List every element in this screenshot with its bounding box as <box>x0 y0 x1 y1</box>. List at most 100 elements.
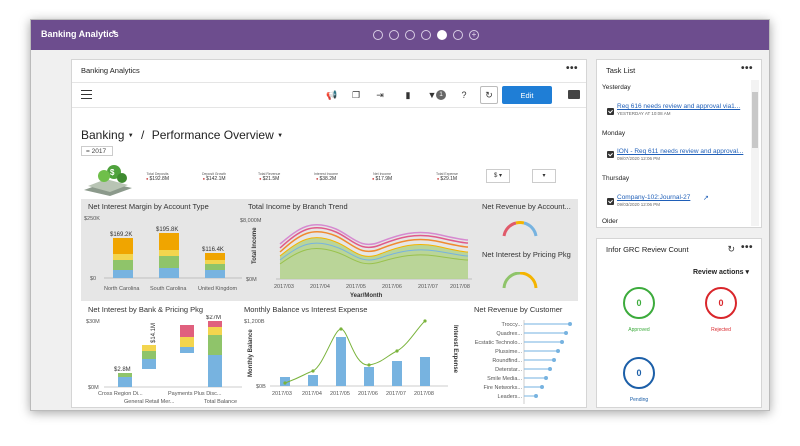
more-menu-icon[interactable]: ••• <box>740 63 753 74</box>
monthly-x-4: 2017/06 <box>358 391 378 397</box>
nim-cat-3: United Kingdom <box>198 286 238 292</box>
approved-label: Approved <box>628 327 650 333</box>
currency-dropdown[interactable]: $ ▾ <box>486 169 510 183</box>
page-indicator: + <box>373 30 479 40</box>
ni-bank-chart[interactable]: $30M $0M $2.8M $14.1M $27M Cross Region … <box>84 315 244 407</box>
svg-text:Troccy...: Troccy... <box>502 322 523 328</box>
kpi-deposit-growth[interactable]: Deposit Growth$142.1M <box>202 172 226 182</box>
ni-bank-cat-2: Payments Plus Disc... <box>168 391 222 397</box>
chevron-down-icon[interactable]: ▼ <box>111 30 117 36</box>
panel-title: Banking Analytics <box>81 66 140 75</box>
income-x-6: 2017/08 <box>450 284 470 290</box>
grc-title: Infor GRC Review Count <box>606 245 689 254</box>
nim-y-bottom: $0 <box>90 276 96 282</box>
pending-label: Pending <box>629 397 649 403</box>
kpi-total-revenue[interactable]: Total Revenue$21.5M <box>258 172 280 182</box>
svg-text:Leaders...: Leaders... <box>498 394 523 400</box>
netrev-acct-gauge[interactable] <box>500 220 540 240</box>
page-dot-4[interactable] <box>421 30 431 40</box>
income-chart[interactable]: $8,000M $0M Total Income 2017/03 2017/04… <box>240 212 472 300</box>
nim-bar-north-carolina <box>113 238 133 278</box>
breadcrumb: Banking ▼ / Performance Overview ▼ <box>81 128 283 142</box>
task-check-icon <box>607 151 614 158</box>
task-list-panel: Task List ••• Yesterday Req 616 needs re… <box>596 59 762 228</box>
ni-pricing-gauge[interactable] <box>500 272 540 292</box>
app-window: Banking Analytics ▼ + Banking Analytics … <box>30 19 770 411</box>
svg-text:Ecstatic Technolo...: Ecstatic Technolo... <box>475 340 523 346</box>
income-ylabel: Total Income <box>252 227 258 264</box>
monthly-y-top: $1,200B <box>244 319 265 325</box>
rejected-count[interactable]: 0 <box>705 287 737 319</box>
ni-bank-label-2: $14.1M <box>151 323 157 343</box>
kpi-total-deposits[interactable]: Total Deposits$192.8M <box>146 172 170 182</box>
folder-icon[interactable] <box>568 90 580 99</box>
hamburger-menu-icon[interactable] <box>81 90 92 99</box>
task-list-scrollbar[interactable] <box>751 80 759 226</box>
income-y-top: $8,000M <box>240 218 262 224</box>
nim-bar-south-carolina <box>159 233 179 278</box>
breadcrumb-root[interactable]: Banking <box>81 128 125 142</box>
income-x-1: 2017/03 <box>274 284 294 290</box>
external-link-icon[interactable]: ↗ <box>703 195 709 202</box>
nim-cat-1: North Carolina <box>104 286 140 292</box>
monthly-chart[interactable]: $1,200B $0B Monthly Balance Interest Exp… <box>242 315 472 407</box>
monthly-ylabel: Monthly Balance <box>248 329 254 377</box>
task-check-icon <box>607 198 614 205</box>
chevron-down-icon[interactable]: ▼ <box>277 132 284 139</box>
year-filter-chip[interactable]: = 2017 <box>81 146 113 156</box>
task-group-thursday: Thursday <box>602 175 630 182</box>
task-group-older: Older <box>602 218 618 225</box>
top-bar: Banking Analytics ▼ + <box>31 20 769 50</box>
income-chart-title: Total Income by Branch Trend <box>248 202 348 211</box>
monthly-x-1: 2017/03 <box>272 391 292 397</box>
kpi-interest-income[interactable]: Interest Income$38.2M <box>314 172 338 182</box>
page-dot-5-active[interactable] <box>437 30 447 40</box>
page-dot-6[interactable] <box>453 30 463 40</box>
task-item[interactable]: ION - Req 611 needs review and approval.… <box>617 148 744 161</box>
task-item[interactable]: Company-102:Journal-27 09/03/2020 12:06 … <box>617 194 691 207</box>
task-group-monday: Monday <box>602 130 626 137</box>
approved-count[interactable]: 0 <box>623 287 655 319</box>
ni-bank-cat-1: Cross Region Di... <box>98 391 143 397</box>
ni-bank-cat-4: Total Balance <box>204 399 237 405</box>
chevron-down-icon[interactable]: ▼ <box>127 132 134 139</box>
edit-button[interactable]: Edit <box>502 86 552 104</box>
svg-text:Deterstar...: Deterstar... <box>495 367 522 373</box>
review-actions-dropdown[interactable]: Review actions ▾ <box>692 269 749 276</box>
announce-icon[interactable]: 📢 <box>326 90 338 100</box>
more-menu-icon[interactable]: ••• <box>565 63 578 74</box>
task-item[interactable]: Req 616 needs review and approval via1..… <box>617 103 741 116</box>
copy-icon[interactable]: ❐ <box>351 90 361 100</box>
pending-count[interactable]: 0 <box>623 357 655 389</box>
page-dot-1[interactable] <box>373 30 383 40</box>
ni-bank-cat-3: General Retail Mer... <box>124 399 175 405</box>
scrollbar-thumb[interactable] <box>752 92 758 148</box>
more-menu-icon[interactable]: ••• <box>740 242 753 253</box>
page-dot-2[interactable] <box>389 30 399 40</box>
netrev-cust-chart[interactable]: Troccy... Quadrex... Ecstatic Technolo..… <box>474 318 584 406</box>
kpi-total-expense[interactable]: Total Expense$29.1M <box>436 172 458 182</box>
income-xlabel: Year/Month <box>350 293 383 299</box>
refresh-button[interactable]: ↻ <box>480 86 498 104</box>
banking-analytics-panel: Banking Analytics ••• 📢 ❐ ⇥ ▮ ▼ 1 ? ↻ Ed… <box>71 59 587 408</box>
app-title[interactable]: Banking Analytics <box>41 29 119 39</box>
export-icon[interactable]: ⇥ <box>376 90 384 100</box>
monthly-x-5: 2017/07 <box>386 391 406 397</box>
nim-chart[interactable]: $250K $0 $169.2K $195.8K $116.4K North C… <box>84 212 244 300</box>
page-dot-3[interactable] <box>405 30 415 40</box>
options-dropdown[interactable]: ▾ <box>532 169 556 183</box>
kpi-net-income[interactable]: Net Income$17.9M <box>372 172 392 182</box>
task-list-title: Task List <box>606 66 636 75</box>
svg-text:Plussime...: Plussime... <box>495 349 522 355</box>
add-page-icon[interactable]: + <box>469 30 479 40</box>
nim-chart-title: Net Interest Margin by Account Type <box>88 202 209 211</box>
svg-text:Smile Media...: Smile Media... <box>487 376 522 382</box>
filter-icon[interactable]: ▼ <box>427 90 437 100</box>
help-icon[interactable]: ? <box>461 90 467 100</box>
monthly-y2label: Interest Expense <box>452 325 458 374</box>
refresh-icon[interactable]: ↻ <box>727 244 735 254</box>
page-title[interactable]: Performance Overview <box>151 128 274 142</box>
income-x-5: 2017/07 <box>418 284 438 290</box>
income-x-4: 2017/06 <box>382 284 402 290</box>
bookmark-icon[interactable]: ▮ <box>405 90 411 100</box>
